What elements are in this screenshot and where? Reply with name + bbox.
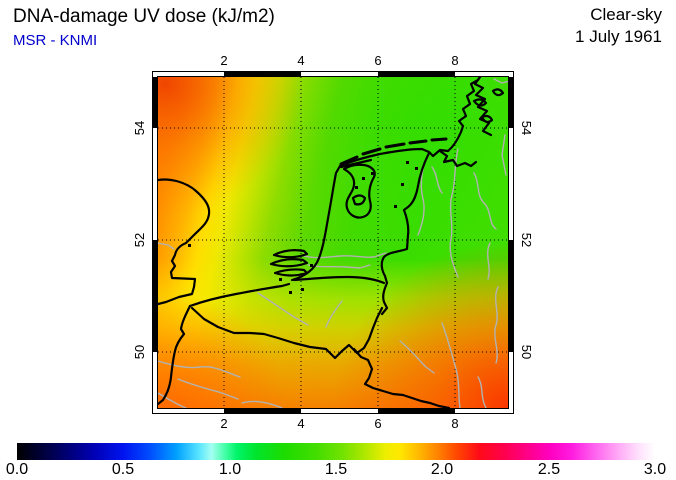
colorbar-tick-0.5: 0.5 xyxy=(111,461,135,478)
wadden-islands xyxy=(339,137,448,166)
lon-label-bottom-2: 2 xyxy=(220,416,228,431)
colorbar-tick-1.5: 1.5 xyxy=(324,461,348,478)
lat-label-right-52: 52 xyxy=(519,232,534,248)
source-label: MSR - KNMI xyxy=(13,32,98,49)
lat-label-right-50: 50 xyxy=(519,344,534,360)
lat-label-left-54: 54 xyxy=(132,120,147,136)
lat-label-left-52: 52 xyxy=(132,232,147,248)
condition-label: Clear-sky xyxy=(590,5,662,24)
colorbar-tick-2.0: 2.0 xyxy=(430,461,454,478)
lon-label-top-4: 4 xyxy=(297,53,305,68)
colorbar-tick-3.0: 3.0 xyxy=(643,461,667,478)
colorbar-tick-0.0: 0.0 xyxy=(5,461,29,478)
map-panel: 2 4 6 8 2 4 6 8 54 52 50 54 52 50 xyxy=(132,54,534,431)
colorbar-tick-1.0: 1.0 xyxy=(218,461,242,478)
lon-label-bottom-4: 4 xyxy=(297,416,305,431)
colorbar-tick-2.5: 2.5 xyxy=(537,461,561,478)
lon-label-top-2: 2 xyxy=(220,53,228,68)
map-svg xyxy=(152,71,514,414)
lon-label-bottom-6: 6 xyxy=(374,416,382,431)
uv-dose-field xyxy=(158,77,508,408)
lon-label-top-8: 8 xyxy=(451,53,459,68)
date-label: 1 July 1961 xyxy=(575,27,662,46)
lon-label-bottom-8: 8 xyxy=(451,416,459,431)
lat-label-left-50: 50 xyxy=(132,344,147,360)
page-title: DNA-damage UV dose (kJ/m2) xyxy=(13,6,275,27)
islet-specks xyxy=(188,161,418,294)
colorbar-gradient xyxy=(17,443,655,460)
coastline-paths xyxy=(158,77,505,406)
lat-label-right-54: 54 xyxy=(519,120,534,136)
border-paths xyxy=(190,151,451,408)
lon-label-top-6: 6 xyxy=(374,53,382,68)
